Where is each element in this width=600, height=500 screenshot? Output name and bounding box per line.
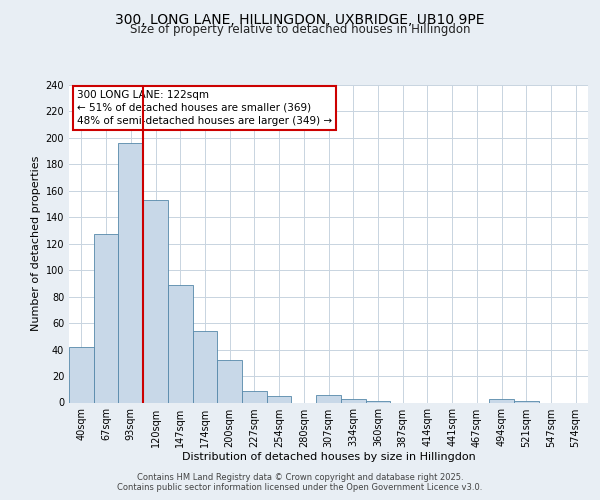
Text: Contains HM Land Registry data © Crown copyright and database right 2025.: Contains HM Land Registry data © Crown c… <box>137 472 463 482</box>
Bar <box>217 360 242 403</box>
Bar <box>94 234 118 402</box>
Bar <box>365 401 390 402</box>
Y-axis label: Number of detached properties: Number of detached properties <box>31 156 41 332</box>
Bar <box>316 394 341 402</box>
Bar <box>193 331 217 402</box>
Bar <box>514 401 539 402</box>
Text: 300 LONG LANE: 122sqm
← 51% of detached houses are smaller (369)
48% of semi-det: 300 LONG LANE: 122sqm ← 51% of detached … <box>77 90 332 126</box>
Bar <box>489 398 514 402</box>
Bar <box>168 285 193 403</box>
X-axis label: Distribution of detached houses by size in Hillingdon: Distribution of detached houses by size … <box>182 452 475 462</box>
Text: Size of property relative to detached houses in Hillingdon: Size of property relative to detached ho… <box>130 22 470 36</box>
Bar <box>69 347 94 403</box>
Bar <box>118 143 143 403</box>
Bar <box>143 200 168 402</box>
Bar <box>267 396 292 402</box>
Text: 300, LONG LANE, HILLINGDON, UXBRIDGE, UB10 9PE: 300, LONG LANE, HILLINGDON, UXBRIDGE, UB… <box>115 12 485 26</box>
Text: Contains public sector information licensed under the Open Government Licence v3: Contains public sector information licen… <box>118 484 482 492</box>
Bar <box>341 398 365 402</box>
Bar <box>242 390 267 402</box>
